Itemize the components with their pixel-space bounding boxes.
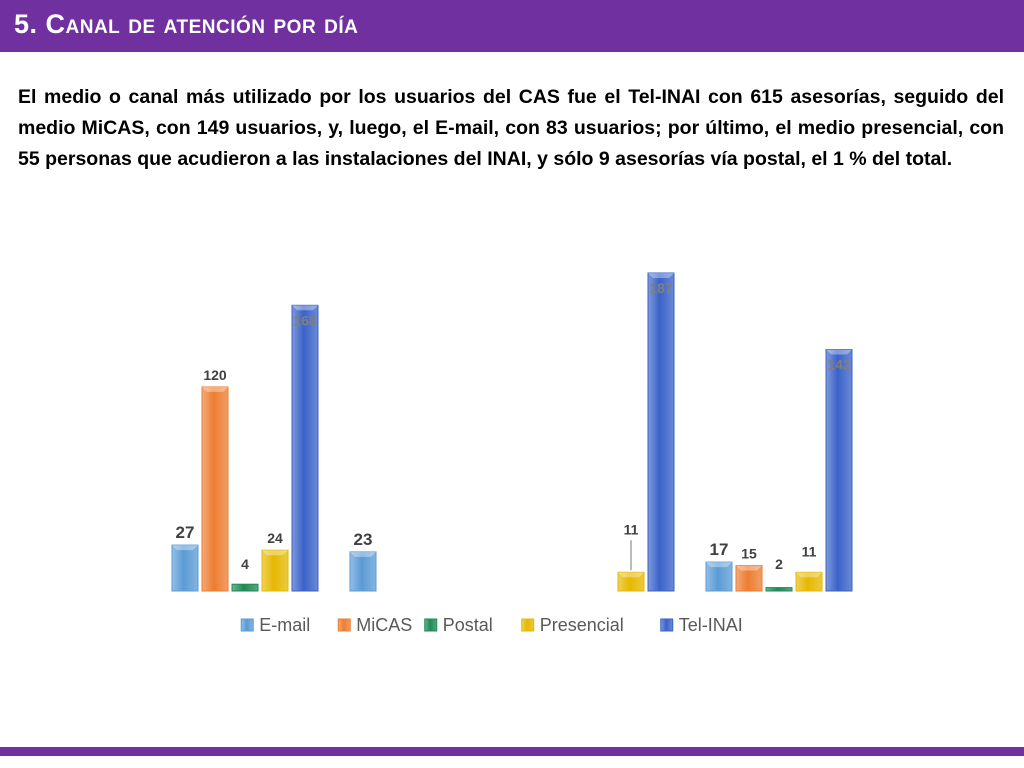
data-label: 11 [802, 543, 817, 559]
data-label: 2 [775, 556, 783, 572]
legend-label-postal: Postal [443, 615, 493, 635]
bar-bevel-tel-inai [648, 273, 674, 278]
legend-swatch-presencial [521, 618, 535, 632]
data-label: 11 [624, 521, 639, 537]
bar-bevel-tel-inai [826, 349, 852, 355]
bar-tel-inai [291, 304, 319, 592]
data-label: 17 [710, 540, 729, 559]
data-label: 15 [741, 545, 757, 561]
legend-label-e-mail: E-mail [259, 615, 310, 635]
legend-swatch-postal [424, 618, 438, 632]
bottom-accent-bar [0, 747, 1024, 756]
bar-postal [231, 583, 259, 592]
bar-bevel-tel-inai [292, 305, 318, 311]
legend-swatch-micas [337, 618, 351, 632]
bar-chart: 2712042416823111871715211142161439118E-m… [171, 272, 853, 635]
bar-bevel-presencial [262, 550, 288, 556]
data-label: 168 [293, 312, 317, 328]
slide-title: 5. Canal de atención por día [14, 9, 359, 39]
data-label: 27 [176, 523, 195, 542]
data-label: 120 [203, 367, 227, 383]
bar-e-mail [349, 551, 377, 592]
bar-bevel-e-mail [350, 551, 376, 557]
bar-presencial [617, 571, 645, 592]
legend-label-micas: MiCAS [356, 615, 412, 635]
data-label: 24 [267, 530, 283, 546]
bar-bevel-e-mail [706, 562, 732, 568]
bar-bevel-presencial [796, 572, 822, 578]
data-label: 23 [354, 530, 373, 549]
bar-tel-inai [825, 349, 853, 592]
data-label: 4 [241, 556, 249, 572]
slide-paragraph: El medio o canal más utilizado por los u… [18, 86, 1004, 170]
legend-swatch-tel-inai [660, 618, 674, 632]
legend-label-tel-inai: Tel-INAI [679, 615, 743, 635]
bar-postal [765, 587, 793, 592]
bar-presencial [795, 571, 823, 592]
bar-bevel-presencial [618, 572, 644, 578]
bar-tel-inai [647, 272, 675, 592]
data-label: 142 [827, 357, 851, 373]
data-label: 187 [649, 280, 673, 296]
bar-bevel-e-mail [172, 545, 198, 551]
bar-micas [201, 386, 229, 592]
bar-bevel-micas [202, 386, 228, 392]
legend-swatch-e-mail [240, 618, 254, 632]
title-bar: 5. Canal de atención por día [0, 0, 1024, 52]
legend-label-presencial: Presencial [540, 615, 624, 635]
bar-micas [735, 564, 763, 592]
bar-bevel-micas [736, 565, 762, 571]
bar-e-mail [705, 561, 733, 592]
bar-presencial [261, 549, 289, 592]
bar-e-mail [171, 544, 199, 592]
